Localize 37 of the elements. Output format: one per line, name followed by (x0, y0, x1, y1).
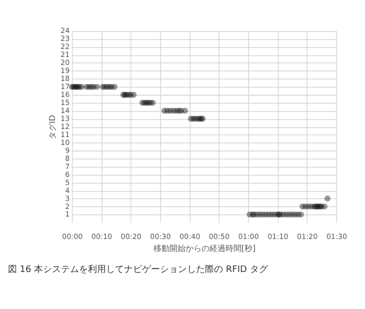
y-tick-label: 15 (60, 98, 70, 108)
y-tick-label: 2 (65, 202, 70, 211)
x-tick-label: 00:40 (179, 232, 201, 242)
x-axis-title: 移動開始からの経過時間[秒] (153, 242, 256, 253)
x-tick-label: 00:00 (62, 232, 84, 242)
y-tick-label: 20 (60, 58, 70, 68)
y-tick-label: 5 (65, 178, 70, 187)
y-tick-label: 19 (60, 66, 70, 76)
x-tick-label: 00:50 (208, 232, 230, 242)
y-tick-label: 11 (60, 130, 70, 139)
x-tick-label: 00:20 (120, 232, 142, 242)
y-tick-label: 24 (60, 26, 70, 36)
y-axis-title: タグID (47, 114, 58, 140)
y-tick-label: 8 (65, 154, 70, 163)
y-tick-label: 21 (60, 50, 70, 60)
y-tick-label: 3 (65, 194, 70, 203)
y-tick-label: 4 (65, 186, 70, 195)
y-tick-label: 14 (60, 106, 70, 116)
y-tick-label: 1 (65, 210, 70, 219)
x-tick-label: 00:10 (91, 232, 113, 242)
y-tick-label: 18 (60, 74, 70, 84)
y-tick-label: 13 (60, 114, 70, 123)
y-tick-label: 10 (60, 138, 70, 147)
x-tick-label: 01:30 (326, 232, 348, 242)
y-tick-label: 6 (65, 170, 70, 179)
x-tick-label: 01:10 (268, 232, 289, 242)
y-tick-label: 23 (60, 34, 70, 44)
x-tick-label: 00:30 (150, 232, 172, 242)
y-tick-label: 16 (60, 90, 70, 100)
y-tick-label: 7 (65, 162, 70, 171)
x-tick-label: 01:20 (296, 232, 318, 242)
y-tick-label: 17 (60, 82, 70, 92)
caption: 図 16 本システムを利用してナビゲーションした際の RFID タグ (8, 264, 269, 275)
y-tick-label: 12 (60, 122, 70, 131)
y-tick-label: 9 (65, 146, 70, 155)
y-tick-label: 22 (60, 42, 70, 52)
x-tick-label: 01:00 (238, 232, 260, 242)
